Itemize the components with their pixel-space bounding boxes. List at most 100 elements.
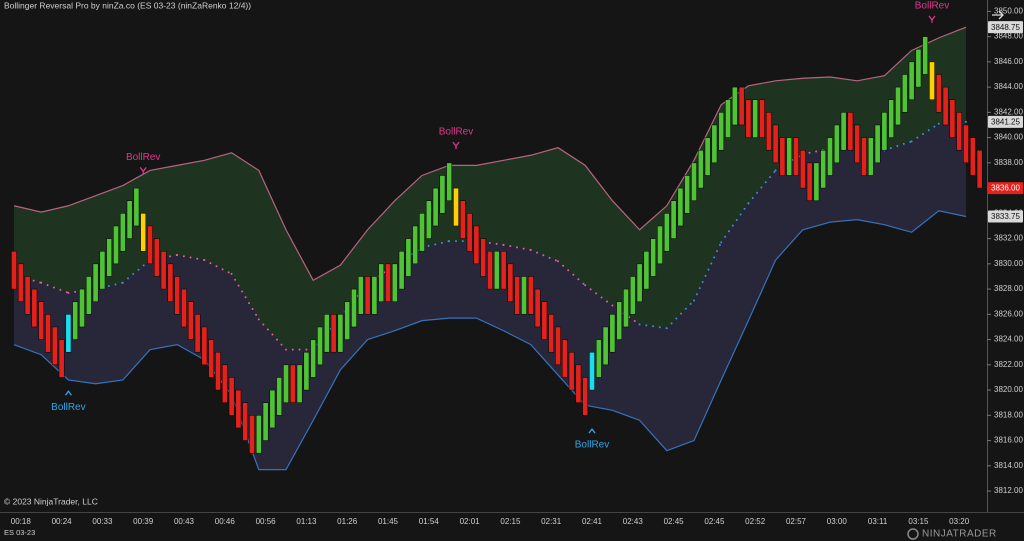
signal-arrow (452, 141, 460, 150)
candle-body (935, 74, 942, 113)
candle-body (779, 137, 786, 176)
candle-body (92, 263, 99, 302)
candle-body (881, 112, 888, 151)
signal-arrow (139, 166, 147, 175)
x-tick-label: 02:45 (664, 517, 685, 526)
candle-body (310, 339, 317, 378)
candle-body (412, 225, 419, 265)
y-tick-label: 3848.00 (994, 32, 1023, 41)
candle-body (262, 402, 269, 441)
candle-body (296, 364, 303, 403)
y-tick-label: 3846.00 (994, 57, 1023, 66)
candle-body (915, 48, 922, 88)
candle-body (24, 276, 31, 315)
y-tick-label: 3824.00 (994, 335, 1023, 344)
candle-body (344, 301, 351, 340)
candle-body (663, 213, 670, 252)
candle-body (738, 86, 745, 126)
x-tick-label: 02:15 (500, 517, 521, 526)
y-tick-label: 3814.00 (994, 461, 1023, 470)
candle-body (874, 124, 881, 164)
plot: 3812.00 3814.00 3816.00 3818.00 3820.00 3822.… (11, 0, 1024, 526)
candle-body (194, 314, 201, 353)
x-tick-label: 00:46 (215, 517, 236, 526)
middle-band-dots (747, 169, 777, 205)
y-tick-label: 3850.00 (994, 6, 1023, 15)
candle-body (453, 187, 459, 227)
candle-body (351, 288, 357, 328)
candle-body (51, 326, 58, 366)
candle-body (657, 225, 663, 265)
candle-body (249, 415, 255, 454)
candle-body (357, 276, 364, 315)
candle-body (752, 99, 759, 138)
candle-body (276, 377, 283, 416)
candle-body (337, 314, 344, 353)
candle-body (711, 124, 718, 164)
candle-body (575, 364, 582, 403)
candle-body (79, 288, 85, 328)
candle-body (929, 61, 935, 100)
candle-body (133, 187, 140, 227)
candle-body (745, 99, 752, 138)
candle-body (514, 276, 521, 315)
x-tick-label: 02:01 (460, 517, 481, 526)
candle-body (793, 137, 799, 176)
candle-body (181, 288, 187, 328)
candle-body (167, 263, 174, 302)
candle-body (969, 137, 976, 176)
signal-arrow (64, 390, 72, 396)
candle-body (385, 263, 391, 302)
y-tick-label: 3844.00 (994, 82, 1023, 91)
candle-body (500, 250, 507, 290)
logo: NINJATRADER (922, 529, 997, 540)
middle-band-dots (638, 323, 668, 330)
middle-band-dots (176, 254, 206, 262)
candle-body (269, 389, 276, 429)
candle-body (623, 288, 629, 328)
signal-label: BollRev (575, 440, 609, 451)
x-tick-label: 00:33 (92, 517, 113, 526)
candle-body (541, 301, 548, 340)
candle-body (289, 364, 296, 403)
y-tick-label: 3832.00 (994, 234, 1023, 243)
candle-body (901, 74, 908, 113)
candle-body (840, 112, 847, 151)
middle-band-dots (557, 260, 587, 287)
candle-body (847, 112, 854, 151)
x-tick-label: 00:39 (133, 517, 154, 526)
y-tick-label: 3816.00 (994, 436, 1023, 445)
candle-body (616, 301, 623, 340)
candle-body (534, 288, 541, 328)
y-tick-label: 3840.00 (994, 133, 1023, 142)
candle-body (99, 250, 106, 290)
candle-body (956, 112, 963, 151)
candle-body (629, 276, 636, 315)
x-tick-label: 00:18 (11, 517, 32, 526)
candle-body (861, 137, 867, 176)
candle-body (160, 250, 167, 290)
candle-body (487, 250, 493, 290)
candle-body (398, 250, 405, 290)
y-tick-label: 3812.00 (994, 486, 1023, 495)
instrument-label: ES 03-23 (4, 528, 35, 537)
y-tick-label: 3820.00 (994, 385, 1023, 394)
upper-band (13, 26, 967, 282)
candle-body (473, 225, 480, 265)
chart-title: Bollinger Reversal Pro by ninZa.co (ES 0… (4, 0, 251, 10)
candle-body (691, 162, 697, 201)
lower-band-fill (14, 121, 966, 470)
candle-body (153, 238, 160, 277)
scroll-arrow[interactable] (992, 10, 1004, 20)
x-tick-label: 01:54 (419, 517, 440, 526)
x-tick-label: 01:13 (296, 517, 317, 526)
candle-body (391, 263, 398, 302)
candle-body (759, 99, 765, 138)
price-marker-label: 3841.25 (991, 117, 1020, 126)
candle-body (459, 200, 466, 239)
candle-body (942, 86, 949, 126)
candle-body (548, 314, 555, 353)
candle-body (895, 86, 901, 126)
